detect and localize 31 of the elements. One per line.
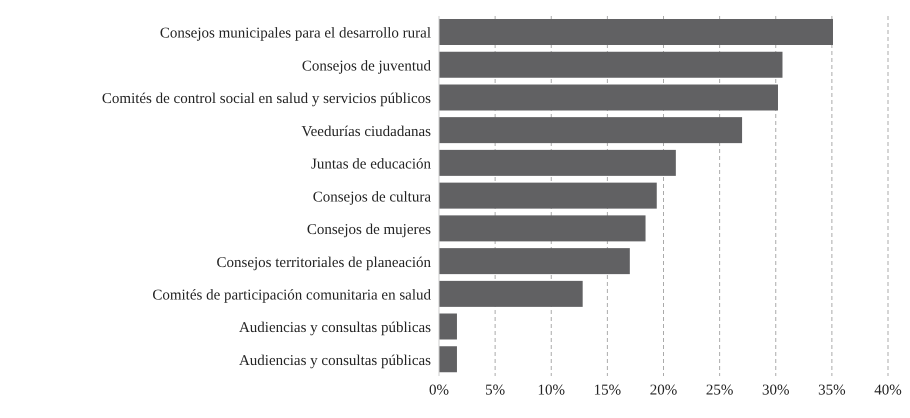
y-tick-label: Juntas de educación — [311, 156, 432, 173]
bar — [439, 150, 676, 176]
y-tick-label: Consejos de mujeres — [306, 222, 432, 238]
bar — [439, 117, 742, 144]
y-tick-label: Consejos de cultura — [312, 189, 432, 206]
bar — [439, 280, 583, 307]
y-tick-label: Consejos de juventud — [302, 58, 432, 74]
y-tick-label: Audiencias y consultas públicas — [238, 320, 432, 336]
x-tick-label: 10% — [538, 382, 565, 399]
y-tick-label: Comités de control social en salud y servicios públicos — [102, 91, 432, 108]
bar — [439, 314, 457, 340]
x-tick-label: 20% — [650, 382, 678, 399]
x-tick-label: 35% — [818, 382, 846, 399]
y-tick-label: Audiencias y consultas públicas — [238, 352, 432, 369]
x-tick-label: 40% — [874, 382, 902, 399]
bar — [439, 19, 833, 45]
x-tick-label: 25% — [706, 382, 734, 399]
y-tick-label: Veedurías ciudadanas — [301, 124, 432, 140]
y-tick-label: Consejos municipales para el desarrollo rural — [160, 26, 431, 42]
x-tick-label: 0% — [429, 382, 449, 399]
x-tick-label: 5% — [485, 382, 506, 399]
bar — [439, 52, 782, 78]
x-tick-label: 15% — [594, 382, 622, 399]
bar — [439, 182, 657, 209]
bar — [439, 248, 630, 274]
bar — [439, 346, 457, 372]
y-tick-label: Comités de participación comunitaria en salud — [152, 288, 432, 304]
bar — [439, 215, 646, 242]
bar — [439, 84, 778, 110]
y-tick-label: Consejos territoriales de planeación — [216, 254, 432, 271]
x-tick-label: 30% — [762, 382, 790, 399]
